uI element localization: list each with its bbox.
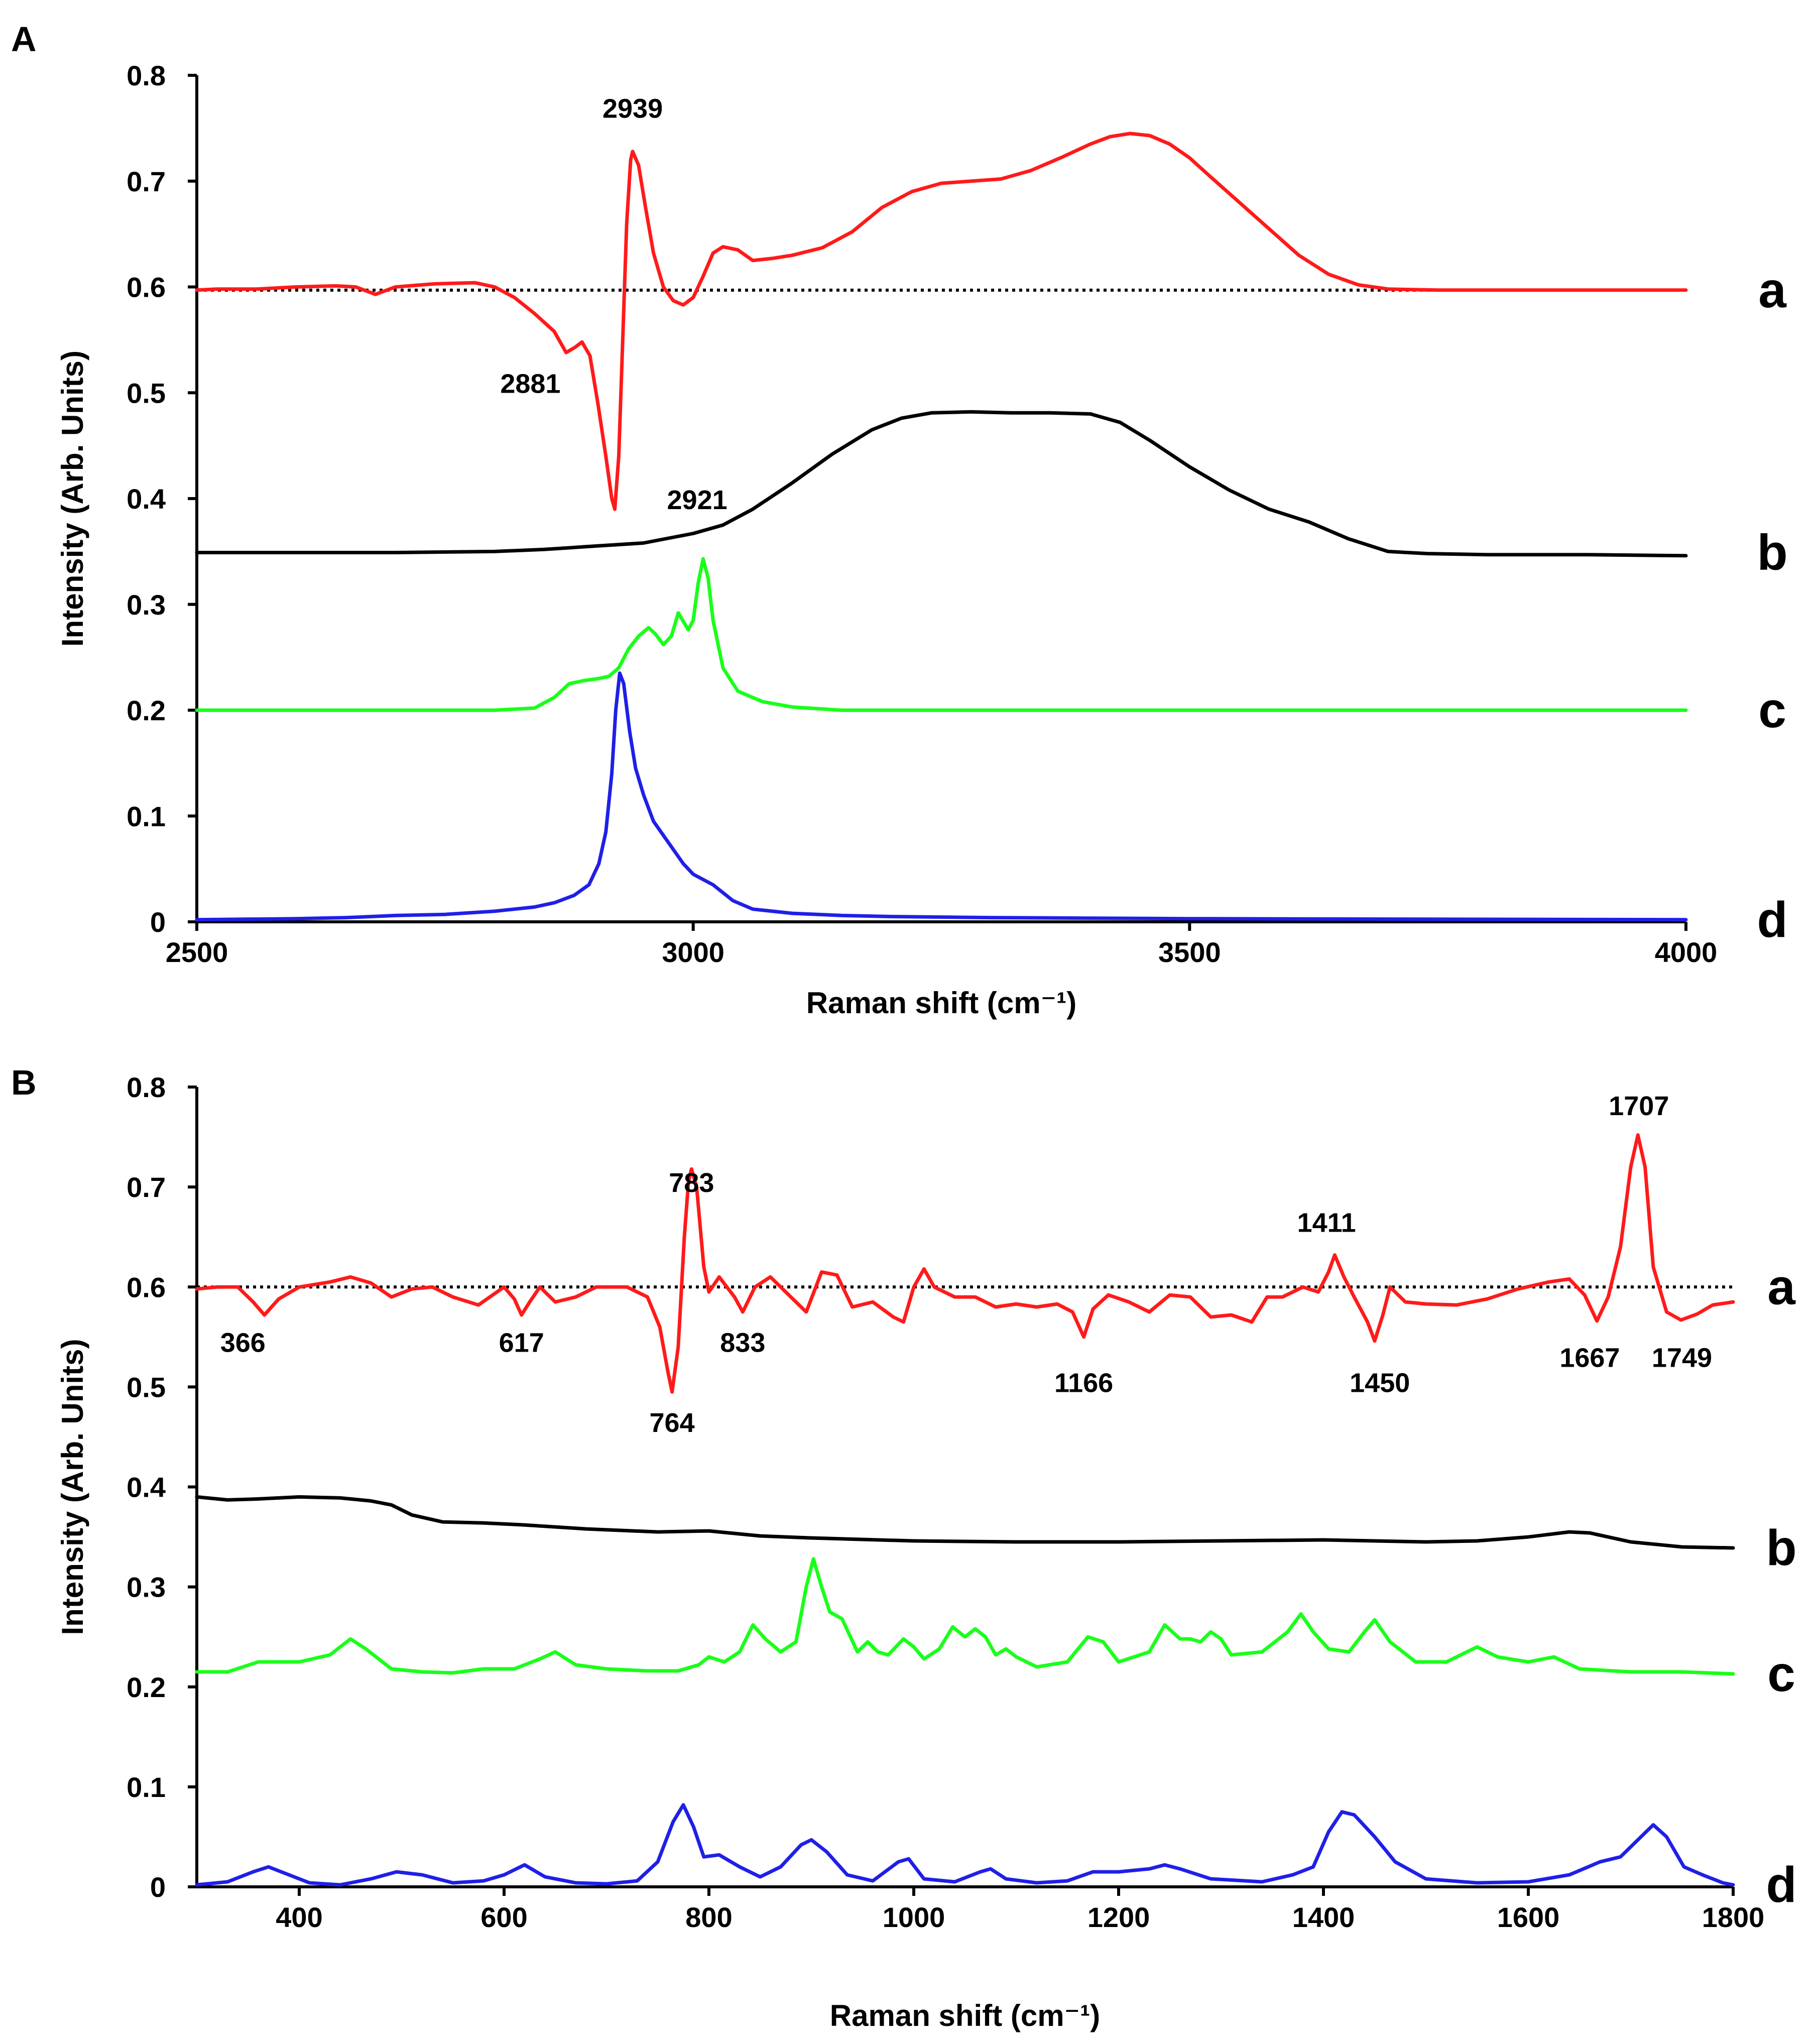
panel-b-x-tick-label: 800	[685, 1901, 732, 1933]
panel-a-series-b-line	[195, 410, 1688, 558]
panel-a-x-tick-label: 3500	[1158, 936, 1221, 968]
panel-a-y-tick-label: 0.1	[127, 800, 166, 832]
panel-b-peak-label: 617	[499, 1328, 544, 1358]
panel-a-series-label-d: d	[1757, 892, 1787, 948]
panel-b-peak-label: 764	[650, 1408, 695, 1438]
panel-letter-a: A	[11, 20, 37, 59]
panel-b-x-tick-label: 400	[276, 1901, 322, 1933]
panel-b-peak-label: 833	[720, 1328, 765, 1358]
panel-b-series-label-b: b	[1766, 1520, 1796, 1576]
panel-a-x-tick-label: 2500	[166, 936, 228, 968]
panel-a-y-tick-label: 0	[150, 906, 166, 938]
panel-letter-b: B	[11, 1063, 37, 1102]
panel-b-y-tick-label: 0.7	[127, 1171, 166, 1203]
panel-b-peak-label: 1667	[1559, 1343, 1620, 1373]
panel-a-series-label-b: b	[1757, 524, 1787, 580]
panel-b-series-label-c: c	[1767, 1646, 1795, 1702]
panel-a-y-tick-label: 0.7	[127, 166, 166, 197]
panel-b-series-d-line	[195, 1803, 1735, 1887]
panel-a-series-c-line	[195, 557, 1688, 712]
panel-b-series-b-line	[195, 1495, 1735, 1550]
panel-b-chart: 0 0.1 0.2 0.3 0.4 0.5 0.6 0.7 0.8 400 600 800 1000 12…	[56, 1071, 1797, 2032]
panel-a-y-tick-label: 0.4	[127, 483, 166, 515]
panel-a-y-tick-label: 0.8	[127, 60, 166, 91]
panel-b-peak-label: 1166	[1054, 1368, 1113, 1398]
panel-b-y-tick-label: 0.1	[127, 1771, 166, 1803]
panel-a-series-d-line	[195, 671, 1688, 922]
panel-a-peak-label: 2921	[667, 485, 728, 515]
panel-a-y-tick-label: 0.6	[127, 272, 166, 303]
panel-a-y-tick-label: 0.3	[127, 589, 166, 621]
panel-b-series-label-d: d	[1766, 1857, 1796, 1913]
panel-b-y-tick-label: 0	[150, 1871, 166, 1903]
panel-b-peak-label: 1749	[1652, 1343, 1712, 1373]
panel-b-series-label-a: a	[1767, 1259, 1796, 1315]
panel-a-x-tick-label: 3000	[662, 936, 724, 968]
panel-b-y-tick-label: 0.8	[127, 1071, 166, 1103]
panel-b-series-a-line	[195, 1133, 1735, 1394]
panel-a-y-tick-label: 0.5	[127, 377, 166, 409]
panel-b-peak-label: 783	[669, 1168, 714, 1198]
panel-a-chart: 0 0.1 0.2 0.3 0.4 0.5 0.6 0.7 0.8 2500 3000 3500 400…	[56, 60, 1788, 1020]
panel-a-peak-label: 2881	[500, 369, 560, 399]
panel-b-y-tick-label: 0.2	[127, 1671, 166, 1703]
panel-a-x-axis-title: Raman shift (cm⁻¹)	[806, 986, 1076, 1020]
panel-b-x-tick-label: 1000	[883, 1901, 945, 1933]
panel-b-x-axis-title: Raman shift (cm⁻¹)	[830, 1999, 1100, 2032]
panel-b-y-tick-label: 0.4	[127, 1472, 166, 1503]
panel-b-x-tick-label: 1600	[1497, 1901, 1560, 1933]
panel-b-peak-label: 366	[220, 1328, 266, 1358]
panel-b-x-tick-label: 1200	[1087, 1901, 1150, 1933]
panel-b-y-tick-label: 0.3	[127, 1572, 166, 1603]
panel-b-x-tick-label: 1800	[1702, 1901, 1765, 1933]
panel-b-peak-label: 1411	[1297, 1208, 1356, 1238]
panel-a-y-axis-title: Intensity (Arb. Units)	[56, 350, 89, 647]
panel-a-peak-label: 2939	[602, 93, 663, 124]
panel-b-x-tick-label: 1400	[1292, 1901, 1355, 1933]
panel-b-series-c-line	[195, 1557, 1735, 1676]
panel-b-peak-label: 1707	[1609, 1091, 1669, 1121]
panel-b-y-tick-label: 0.6	[127, 1271, 166, 1303]
panel-a-y-tick-label: 0.2	[127, 695, 166, 727]
panel-a-series-a-line	[195, 132, 1688, 511]
panel-a-x-tick-label: 4000	[1655, 936, 1718, 968]
panel-b-y-tick-label: 0.5	[127, 1371, 166, 1403]
panel-a-series-label-c: c	[1758, 682, 1786, 739]
panel-a-series-label-a: a	[1758, 262, 1787, 318]
panel-b-y-axis-title: Intensity (Arb. Units)	[56, 1339, 89, 1635]
panel-b-peak-label: 1450	[1350, 1368, 1410, 1398]
panel-b-x-tick-label: 600	[480, 1901, 527, 1933]
